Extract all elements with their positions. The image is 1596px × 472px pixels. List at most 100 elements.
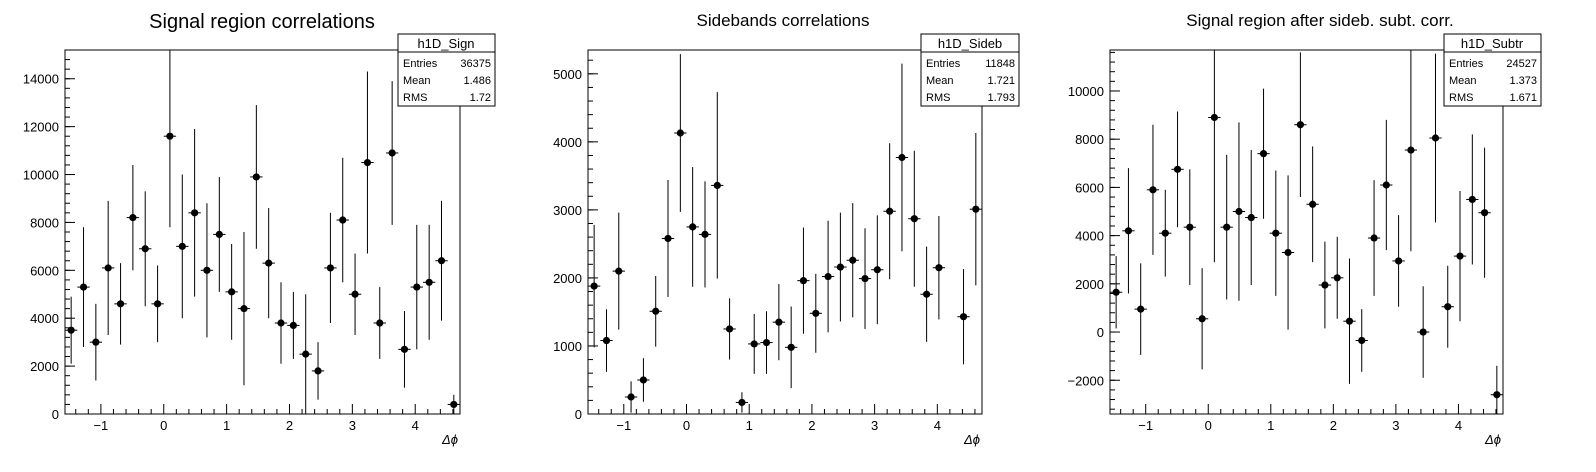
stats-box: h1D_Sideb Entries 11848 Mean 1.721 RMS 1… (920, 33, 1020, 107)
data-point (1210, 113, 1218, 122)
data-point (141, 245, 149, 253)
data-point (713, 181, 721, 189)
data-point (1358, 336, 1366, 345)
stats-mean-value: 1.486 (463, 75, 491, 87)
data-point (252, 173, 260, 181)
x-tick-label: 3 (871, 418, 878, 433)
data-point (1223, 223, 1231, 231)
stats-box-frame (920, 33, 1020, 107)
data-point (116, 300, 125, 308)
data-point (824, 272, 832, 281)
data-point (787, 343, 795, 351)
x-tick-label: 3 (349, 418, 356, 433)
y-tick-label: 5000 (553, 67, 582, 82)
x-tick-label: 1 (746, 418, 753, 433)
data-point (79, 283, 88, 291)
stats-rms-value: 1.793 (987, 92, 1015, 104)
data-point (1309, 200, 1317, 208)
y-tick-label: 2000 (30, 359, 59, 374)
stats-mean-value: 1.721 (987, 75, 1015, 87)
data-point (1173, 165, 1182, 173)
data-point (652, 307, 660, 315)
data-point (437, 257, 446, 265)
data-point (1370, 234, 1378, 242)
stats-entries-label: Entries (403, 58, 438, 70)
data-point (240, 305, 248, 313)
data-point (1124, 227, 1133, 235)
y-tick-label: 4000 (30, 311, 59, 326)
y-tick-label: 8000 (1075, 132, 1104, 147)
y-tick-label: 8000 (30, 215, 59, 230)
data-point (302, 350, 310, 358)
data-point (1394, 257, 1403, 265)
y-tick-label: 1000 (553, 339, 582, 354)
data-point (92, 338, 100, 346)
stats-mean-label: Mean (926, 75, 954, 87)
plot-area: 0 1000 2000 3000 4000 5000 −1 0 1 2 3 4 (553, 49, 983, 433)
data-point (898, 153, 906, 162)
data-point (1407, 146, 1415, 154)
data-point (627, 393, 635, 401)
data-point (1161, 229, 1169, 237)
data-point (861, 275, 869, 283)
data-point (602, 336, 611, 345)
data-point (799, 277, 808, 285)
data-point (1235, 207, 1243, 216)
x-tick-label: 2 (286, 418, 293, 433)
stats-box: h1D_Sign Entries 36375 Mean 1.486 RMS 1.… (397, 33, 496, 107)
plot-area: 0 2000 4000 6000 8000 10000 12000 14000 −1 0 1 2 3 4 (23, 49, 461, 433)
data-point (400, 345, 409, 353)
data-point (1431, 134, 1440, 142)
data-point (972, 205, 980, 213)
data-point (203, 266, 211, 274)
data-point (762, 338, 771, 347)
y-tick-label: 2000 (553, 271, 582, 286)
data-point (425, 278, 433, 286)
data-point (153, 300, 162, 308)
data-point (339, 216, 347, 224)
chart-title: Sidebands correlations (697, 11, 870, 30)
data-point (812, 309, 820, 317)
chart-title: Signal region correlations (149, 11, 375, 33)
stats-entries-value: 36375 (460, 58, 491, 70)
data-point (886, 207, 894, 215)
stats-rms-value: 1.671 (1509, 92, 1537, 104)
x-tick-label: 0 (683, 418, 690, 433)
y-tick-label: 0 (575, 407, 582, 422)
stats-entries-value: 24527 (1506, 58, 1537, 70)
data-point (836, 263, 844, 271)
x-tick-label: 3 (1392, 418, 1399, 433)
data-point (738, 398, 746, 407)
data-point (590, 282, 598, 290)
stats-rms-label: RMS (1449, 92, 1473, 104)
stats-mean-value: 1.373 (1509, 75, 1537, 87)
data-point (923, 290, 931, 298)
stats-rms-label: RMS (403, 92, 427, 104)
x-tick-label: −1 (93, 418, 108, 433)
data-point (289, 321, 297, 329)
data-point (959, 313, 968, 321)
data-point (689, 223, 697, 231)
x-tick-label: 0 (160, 418, 167, 433)
data-point (191, 209, 199, 217)
stats-mean-label: Mean (403, 75, 431, 87)
data-point (725, 325, 734, 333)
data-point (1468, 195, 1476, 204)
data-point (166, 132, 174, 140)
data-point (1333, 274, 1341, 282)
stats-rms-value: 1.72 (470, 92, 491, 104)
data-point (775, 318, 783, 326)
x-tick-label: 0 (1205, 418, 1212, 433)
stats-box-frame (397, 33, 496, 107)
chart-title: Signal region after sideb. subt. corr. (1186, 11, 1453, 30)
y-tick-label: −2000 (1067, 373, 1104, 388)
data-point (314, 367, 322, 375)
y-tick-label: 4000 (553, 135, 582, 150)
x-tick-label: 4 (1455, 418, 1462, 433)
stats-box: h1D_Subtr Entries 24527 Mean 1.373 RMS 1… (1443, 33, 1542, 107)
y-tick-label: 0 (1097, 325, 1104, 340)
y-tick-label: 0 (52, 407, 59, 422)
data-point (849, 256, 857, 264)
x-tick-label: 1 (1267, 418, 1274, 433)
data-point (1480, 209, 1489, 217)
